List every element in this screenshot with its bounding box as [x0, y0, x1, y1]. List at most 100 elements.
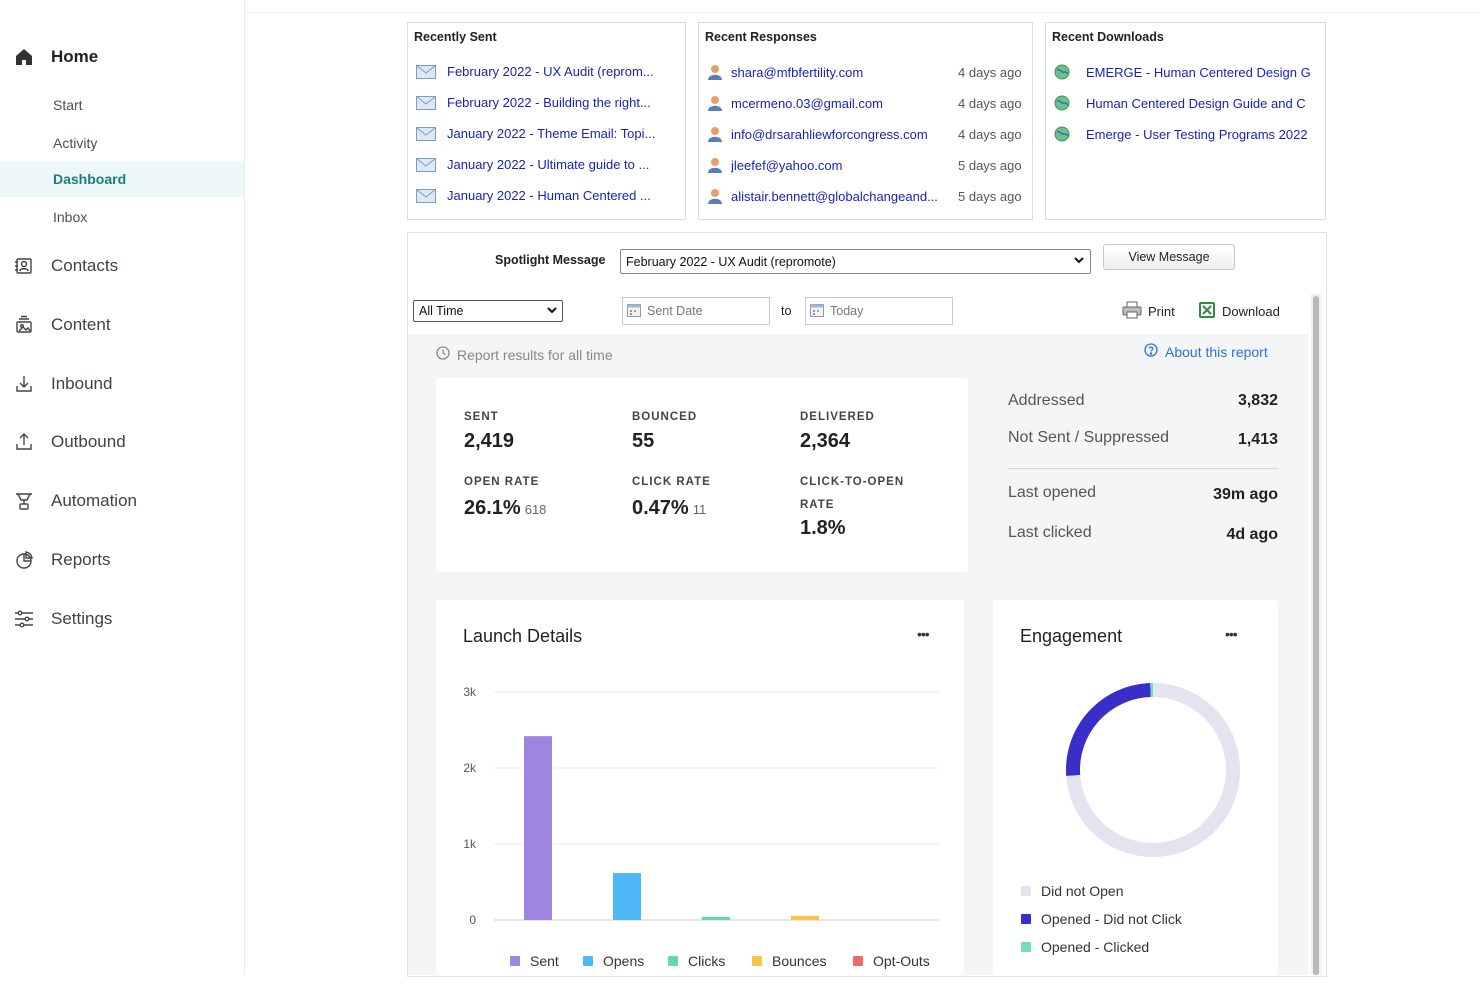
clicks-count: 11 [692, 502, 707, 517]
contacts-icon [14, 256, 34, 276]
response-email[interactable]: alistair.bennett@globalchangeand... [731, 188, 938, 204]
envelope-icon [416, 157, 436, 172]
recently-sent-item[interactable]: January 2022 - Ultimate guide to ... [416, 157, 677, 172]
legend-label: Bounces [772, 953, 827, 969]
recently-sent-item[interactable]: January 2022 - Human Centered ... [416, 188, 677, 203]
recently-sent-panel: Recently Sent February 2022 - UX Audit (… [407, 22, 686, 220]
legend-label: Sent [530, 953, 559, 969]
nav-dashboard[interactable]: Dashboard [53, 171, 127, 187]
nav-start[interactable]: Start [53, 97, 83, 113]
legend-swatch [510, 956, 520, 966]
nav-inbox[interactable]: Inbox [53, 209, 88, 225]
download-link[interactable]: Emerge - User Testing Programs 2022 [1086, 126, 1308, 142]
recently-sent-link[interactable]: January 2022 - Human Centered ... [447, 188, 651, 203]
response-item[interactable]: alistair.bennett@globalchangeand... 5 da… [707, 188, 1027, 204]
launch-bar-chart: 0 1k 2k 3k [463, 685, 939, 927]
response-item[interactable]: mcermeno.03@gmail.com 4 days ago [707, 95, 1027, 111]
person-icon [708, 127, 722, 142]
person-icon [708, 96, 722, 111]
print-button[interactable]: Print [1122, 301, 1175, 322]
launch-legend: Sent Opens Clicks Bounces Opt-Outs [436, 953, 964, 973]
response-item[interactable]: shara@mfbfertility.com 4 days ago [707, 64, 1027, 80]
recently-sent-link[interactable]: February 2022 - UX Audit (reprom... [447, 64, 654, 79]
legend-item-opened-clicked[interactable]: Opened - Clicked [1021, 939, 1149, 955]
engagement-legend: Did not Open Opened - Did not Click Opened… [993, 600, 1278, 975]
spotlight-select[interactable]: February 2022 - UX Audit (repromote) [620, 249, 1091, 274]
launch-details-card: Launch Details ••• 0 1k 2k 3k Sent Opens Clic… [436, 600, 964, 975]
start-date-input[interactable]: Sent Date [622, 297, 770, 325]
recently-sent-link[interactable]: February 2022 - Building the right... [447, 95, 651, 110]
donut-slice-opened-did-not-click[interactable] [1066, 683, 1151, 777]
nav-inbound[interactable]: Inbound [14, 374, 112, 394]
response-item[interactable]: jleefef@yahoo.com 5 days ago [707, 157, 1027, 173]
y-tick-label: 1k [463, 837, 477, 851]
calendar-icon [627, 303, 641, 320]
view-message-button[interactable]: View Message [1103, 244, 1235, 270]
legend-swatch [1021, 942, 1031, 952]
nav-contacts[interactable]: Contacts [14, 256, 118, 276]
bar-sent[interactable] [524, 736, 552, 920]
launch-menu-button[interactable]: ••• [917, 626, 930, 642]
legend-item-clicks[interactable]: Clicks [668, 953, 725, 969]
engagement-menu-button[interactable]: ••• [1225, 626, 1238, 642]
not-sent-value: 1,413 [1237, 431, 1278, 448]
recently-sent-item[interactable]: January 2022 - Theme Email: Topi... [416, 126, 677, 141]
not-sent-label: Not Sent / Suppressed [1008, 429, 1169, 446]
legend-item-did-not-open[interactable]: Did not Open [1021, 883, 1124, 899]
content-icon [14, 315, 34, 335]
nav-contacts-label: Contacts [51, 256, 119, 275]
click-rate-label: CLICK RATE [632, 476, 711, 488]
engagement-donut-chart [1066, 683, 1240, 857]
donut-slice-did-not-open[interactable] [1066, 683, 1240, 857]
cto-value: 1.8% [800, 517, 846, 539]
report-results-note: Report results for all time [436, 346, 613, 363]
legend-swatch [752, 956, 762, 966]
bar-opens[interactable] [613, 873, 641, 920]
nav-home[interactable]: Home [14, 47, 98, 67]
y-tick-label: 2k [463, 761, 477, 775]
recently-sent-link[interactable]: January 2022 - Theme Email: Topi... [447, 126, 656, 141]
recently-sent-item[interactable]: February 2022 - UX Audit (reprom... [416, 64, 677, 79]
envelope-icon [416, 188, 436, 203]
bar-clicks[interactable] [702, 917, 730, 920]
nav-outbound[interactable]: Outbound [14, 432, 126, 452]
end-date-input[interactable]: Today [805, 297, 953, 325]
delivered-label: DELIVERED [800, 411, 875, 423]
download-item[interactable]: Human Centered Design Guide and C [1054, 95, 1317, 111]
sidebar: Home Start Activity Dashboard Inbox Cont… [0, 0, 245, 975]
legend-item-opt-outs[interactable]: Opt-Outs [853, 953, 930, 969]
legend-item-bounces[interactable]: Bounces [752, 953, 826, 969]
legend-item-sent[interactable]: Sent [510, 953, 559, 969]
scrollbar-thumb[interactable] [1313, 296, 1319, 975]
nav-reports[interactable]: Reports [14, 550, 111, 570]
response-email[interactable]: info@drsarahliewforcongress.com [731, 126, 928, 142]
open-rate-value: 26.1% [464, 497, 521, 519]
recent-responses-title: Recent Responses [705, 30, 817, 44]
response-email[interactable]: mcermeno.03@gmail.com [731, 95, 883, 111]
about-report-link[interactable]: About this report [1144, 343, 1268, 360]
recently-sent-item[interactable]: February 2022 - Building the right... [416, 95, 677, 110]
nav-activity[interactable]: Activity [53, 135, 98, 151]
download-button[interactable]: Download [1198, 301, 1280, 322]
bar-bounces[interactable] [791, 915, 819, 920]
sent-value: 2,419 [464, 430, 515, 452]
download-item[interactable]: Emerge - User Testing Programs 2022 [1054, 126, 1317, 142]
engagement-card: Engagement ••• Did not Open Opened - Did … [993, 600, 1278, 975]
legend-label: Opens [603, 953, 645, 969]
nav-content[interactable]: Content [14, 315, 111, 335]
download-link[interactable]: Human Centered Design Guide and C [1086, 95, 1306, 111]
response-time: 4 days ago [958, 64, 1022, 80]
response-email[interactable]: jleefef@yahoo.com [731, 157, 843, 173]
nav-settings[interactable]: Settings [14, 609, 112, 629]
metrics-card: SENT 2,419 BOUNCED 55 DELIVERED 2,364 OP… [436, 378, 968, 572]
spotlight-label: Spotlight Message [495, 253, 606, 267]
response-item[interactable]: info@drsarahliewforcongress.com 4 days a… [707, 126, 1027, 142]
nav-automation[interactable]: Automation [14, 491, 137, 511]
legend-item-opened-did-not-click[interactable]: Opened - Did not Click [1021, 911, 1182, 927]
legend-item-opens[interactable]: Opens [583, 953, 644, 969]
download-link[interactable]: EMERGE - Human Centered Design G [1086, 64, 1311, 80]
response-email[interactable]: shara@mfbfertility.com [731, 64, 864, 80]
download-item[interactable]: EMERGE - Human Centered Design G [1054, 64, 1317, 80]
recently-sent-link[interactable]: January 2022 - Ultimate guide to ... [447, 157, 650, 172]
date-range-select[interactable]: All Time [413, 300, 563, 322]
